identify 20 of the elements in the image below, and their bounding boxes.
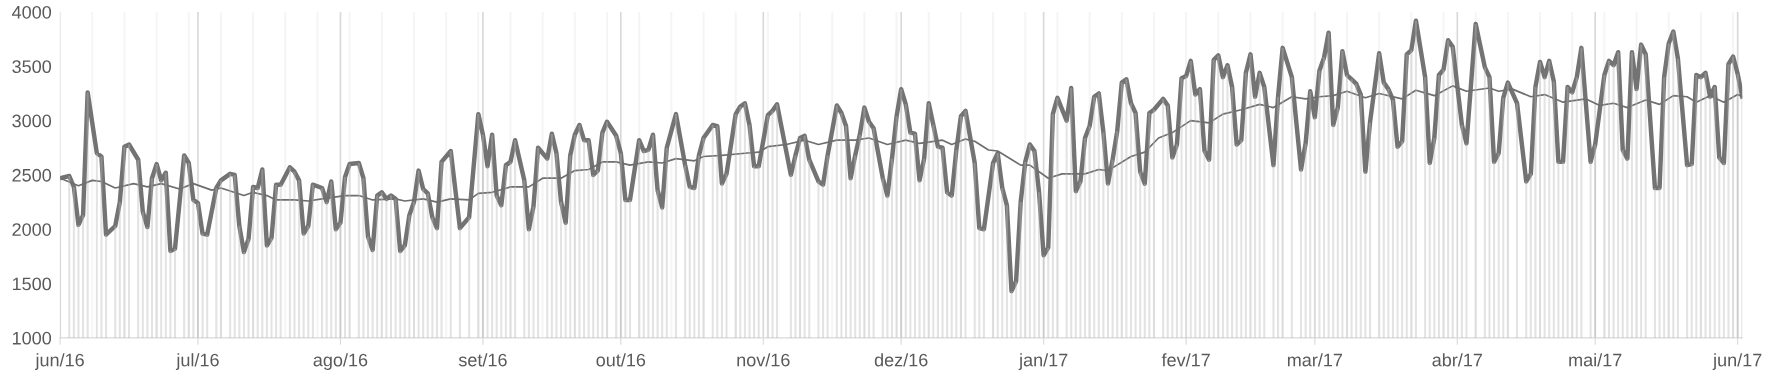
x-tick-label: mai/17 [1569,353,1622,367]
y-tick-label: 2500 [12,168,52,182]
x-tick-label: nov/16 [737,353,790,367]
x-tick-label: jun/16 [35,353,84,370]
x-tick-label: out/16 [596,353,646,367]
x-tick-label: dez/16 [874,353,928,367]
x-tick-label: jun/17 [1712,353,1762,370]
y-tick-label: 3000 [12,114,52,128]
y-tick-label: 1500 [12,277,52,291]
y-tick-label: 4000 [12,5,52,19]
y-tick-label: 2000 [12,223,52,236]
x-tick-label: abr/17 [1432,353,1482,367]
x-tick-label: ago/16 [313,353,368,370]
x-tick-label: fev/17 [1161,353,1210,367]
x-tick-label: jul/16 [175,353,219,370]
x-tick-label: jan/17 [1018,353,1068,370]
y-tick-label: 3500 [12,60,52,74]
x-tick-label: mar/17 [1287,353,1343,367]
y-tick-label: 1000 [12,331,52,345]
x-tick-label: set/16 [458,353,507,367]
